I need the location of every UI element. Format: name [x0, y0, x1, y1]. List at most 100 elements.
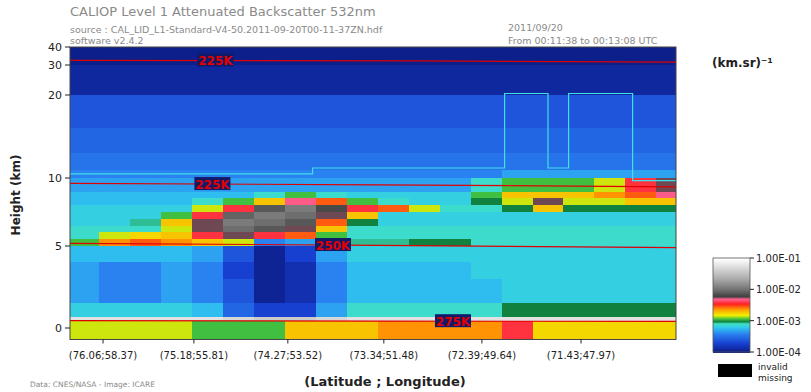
heatmap-cell: [625, 65, 656, 95]
heatmap-cell: [502, 47, 533, 65]
heatmap-cell: [378, 47, 409, 65]
heatmap-cell: [99, 47, 130, 65]
heatmap-cell: [285, 303, 316, 316]
heatmap-cell: [471, 226, 502, 233]
colorbar-swatch: [713, 323, 750, 325]
heatmap-cell: [285, 246, 316, 262]
heatmap-cell: [254, 205, 285, 212]
heatmap-cell: [130, 226, 161, 233]
heatmap-cell: [656, 303, 676, 316]
heatmap-cell: [70, 95, 99, 128]
heatmap-cell: [563, 192, 594, 199]
heatmap-cell: [70, 219, 99, 226]
heatmap-cell: [533, 65, 564, 95]
colorbar-swatch: [713, 264, 750, 266]
heatmap-cell: [285, 279, 316, 304]
x-tick: [103, 339, 104, 343]
isotherm-label: 275K: [436, 315, 471, 329]
heatmap-cell: [656, 170, 676, 178]
heatmap-cell: [563, 170, 594, 178]
heatmap-cell: [471, 205, 502, 212]
isotherm-label: 225K: [195, 178, 230, 192]
heatmap-cell: [161, 178, 192, 192]
heatmap-cell: [99, 65, 130, 95]
y-tick: [65, 246, 70, 247]
heatmap-cell: [99, 279, 130, 304]
heatmap-cell: [378, 95, 409, 128]
heatmap-cell: [347, 303, 378, 316]
heatmap-cell: [130, 239, 161, 246]
heatmap-cell: [70, 279, 99, 304]
colorbar-swatch: [713, 277, 750, 279]
heatmap-cell: [378, 205, 409, 212]
heatmap-cell: [594, 262, 625, 278]
heatmap-cell: [594, 95, 625, 128]
heatmap-cell: [409, 205, 440, 212]
heatmap-cell: [192, 128, 223, 153]
heatmap-cell: [70, 153, 99, 170]
heatmap-cell: [223, 153, 254, 170]
heatmap-cell: [316, 219, 347, 226]
heatmap-cell: [99, 239, 130, 246]
heatmap-cell: [471, 232, 502, 239]
heatmap-cell: [285, 128, 316, 153]
heatmap-cell: [99, 246, 130, 262]
colorbar-swatch: [713, 322, 750, 324]
colorbar-swatch: [713, 291, 750, 293]
colorbar-swatch: [713, 297, 750, 299]
heatmap-cell: [316, 192, 347, 199]
heatmap-cell: [440, 212, 471, 219]
colorbar-swatch: [713, 303, 750, 305]
x-tick-label: (72.39;49.64): [448, 350, 517, 361]
colorbar-swatch: [713, 345, 750, 347]
y-tick-label: 10: [48, 172, 62, 185]
heatmap-cell: [161, 205, 192, 212]
heatmap-cell: [223, 95, 254, 128]
colorbar-swatch: [713, 312, 750, 314]
heatmap-cell: [656, 198, 676, 205]
heatmap-cell: [440, 153, 471, 170]
heatmap-cell: [533, 321, 564, 339]
heatmap-cell: [594, 212, 625, 219]
heatmap-cell: [625, 95, 656, 128]
heatmap-cell: [656, 246, 676, 262]
heatmap-cell: [316, 153, 347, 170]
subtitle: source : CAL_LID_L1-Standard-V4-50.2011-…: [70, 24, 383, 35]
heatmap-cell: [99, 303, 130, 316]
colorbar-swatch: [713, 347, 750, 349]
y-tick: [65, 65, 70, 66]
colorbar-tick-label: 1.00E-03: [756, 316, 801, 327]
heatmap-cell: [161, 321, 192, 339]
heatmap-cell: [223, 279, 254, 304]
heatmap-cell: [625, 317, 656, 322]
heatmap-cell: [409, 65, 440, 95]
heatmap-cell: [594, 321, 625, 339]
heatmap-cell: [192, 95, 223, 128]
heatmap-cell: [594, 153, 625, 170]
colorbar-swatch: [713, 330, 750, 332]
heatmap-cell: [161, 212, 192, 219]
heatmap-cell: [99, 192, 130, 199]
heatmap-cell: [254, 95, 285, 128]
colorbar-swatch: [713, 285, 750, 287]
heatmap-cell: [347, 212, 378, 219]
colorbar-tick-label: 1.00E-02: [756, 284, 801, 295]
heatmap-cell: [625, 226, 656, 233]
heatmap-cell: [223, 128, 254, 153]
heatmap-cell: [130, 219, 161, 226]
heatmap-cell: [656, 128, 676, 153]
heatmap-cell: [471, 95, 502, 128]
heatmap-cell: [378, 192, 409, 199]
colorbar-tick-label: 1.00E-01: [756, 253, 801, 264]
colorbar-swatch: [713, 270, 750, 272]
heatmap-cell: [656, 178, 676, 192]
heatmap-cell: [161, 226, 192, 233]
heatmap-cell: [625, 232, 656, 239]
colorbar-swatch: [713, 337, 750, 339]
heatmap-cell: [471, 246, 502, 262]
heatmap-cell: [347, 128, 378, 153]
heatmap-cell: [99, 205, 130, 212]
colorbar-swatch: [713, 271, 750, 273]
heatmap-cell: [409, 192, 440, 199]
heatmap-cell: [285, 192, 316, 199]
